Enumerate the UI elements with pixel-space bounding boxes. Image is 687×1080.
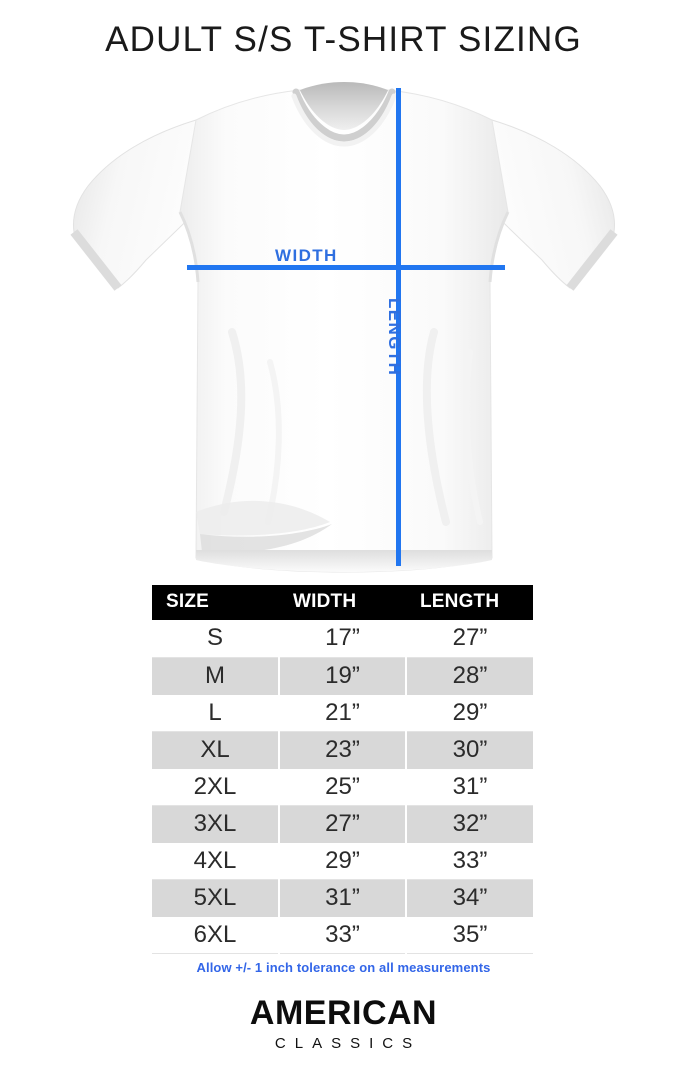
- column-header-size: SIZE: [152, 585, 279, 620]
- left-sleeve-hem: [70, 229, 122, 291]
- table-row: XL 23” 30”: [152, 731, 533, 769]
- cell-width: 29”: [278, 842, 407, 880]
- table-row: S 17” 27”: [152, 620, 533, 658]
- cell-width: 33”: [278, 916, 407, 954]
- cell-width: 25”: [278, 768, 407, 806]
- cell-length: 28”: [405, 657, 533, 695]
- size-chart-table: SIZE WIDTH LENGTH S 17” 27” M 19” 28” L …: [152, 585, 533, 954]
- cell-length: 31”: [405, 768, 533, 806]
- cell-length: 29”: [405, 694, 533, 732]
- cell-length: 33”: [405, 842, 533, 880]
- cell-size: 4XL: [152, 842, 280, 880]
- cell-size: S: [152, 620, 280, 658]
- cell-width: 27”: [278, 805, 407, 843]
- left-sleeve: [73, 119, 207, 289]
- right-armhole-seam: [488, 211, 510, 283]
- collar-inner: [300, 82, 388, 130]
- collar-highlight: [291, 93, 397, 147]
- cell-size: 5XL: [152, 879, 280, 917]
- tshirt-illustration: [0, 82, 687, 574]
- table-header-row: SIZE WIDTH LENGTH: [152, 585, 533, 620]
- table-row: 3XL 27” 32”: [152, 805, 533, 843]
- right-sleeve-hem: [566, 229, 618, 291]
- fold-right-1: [422, 328, 450, 526]
- cell-width: 23”: [278, 731, 407, 769]
- bottom-hem: [196, 550, 492, 572]
- cell-length: 32”: [405, 805, 533, 843]
- fold-right-2: [463, 349, 483, 525]
- cell-size: M: [152, 657, 280, 695]
- cell-length: 34”: [405, 879, 533, 917]
- table-row: 2XL 25” 31”: [152, 768, 533, 806]
- table-row: L 21” 29”: [152, 694, 533, 732]
- collar-rib: [292, 88, 396, 142]
- brand-name: AMERICAN: [249, 994, 438, 1032]
- left-armhole-seam: [178, 211, 200, 283]
- tolerance-note: Allow +/- 1 inch tolerance on all measur…: [196, 960, 491, 975]
- cell-size: 3XL: [152, 805, 280, 843]
- hem-fold-shadow: [196, 500, 330, 536]
- table-row: 5XL 31” 34”: [152, 879, 533, 917]
- right-sleeve: [481, 119, 615, 289]
- cell-size: 6XL: [152, 916, 280, 954]
- cell-length: 30”: [405, 731, 533, 769]
- cell-size: 2XL: [152, 768, 280, 806]
- table-row: 6XL 33” 35”: [152, 916, 533, 954]
- cell-width: 21”: [278, 694, 407, 732]
- table-row: 4XL 29” 33”: [152, 842, 533, 880]
- cell-length: 35”: [405, 916, 533, 954]
- brand-tagline: CLASSICS: [274, 1034, 422, 1052]
- fold-left-1: [220, 328, 246, 516]
- cell-size: L: [152, 694, 280, 732]
- cell-width: 31”: [278, 879, 407, 917]
- cell-length: 27”: [405, 620, 533, 658]
- brand-logo: AMERICAN CLASSICS: [0, 994, 687, 1052]
- page-title: ADULT S/S T-SHIRT SIZING: [105, 20, 582, 59]
- tshirt-graphic: [70, 82, 618, 573]
- column-header-length: LENGTH: [405, 585, 533, 620]
- cell-width: 19”: [278, 657, 407, 695]
- table-row: M 19” 28”: [152, 657, 533, 695]
- cell-size: XL: [152, 731, 280, 769]
- hem-fold-shadow-2: [200, 524, 332, 553]
- column-header-width: WIDTH: [278, 585, 406, 620]
- cell-width: 17”: [278, 620, 407, 658]
